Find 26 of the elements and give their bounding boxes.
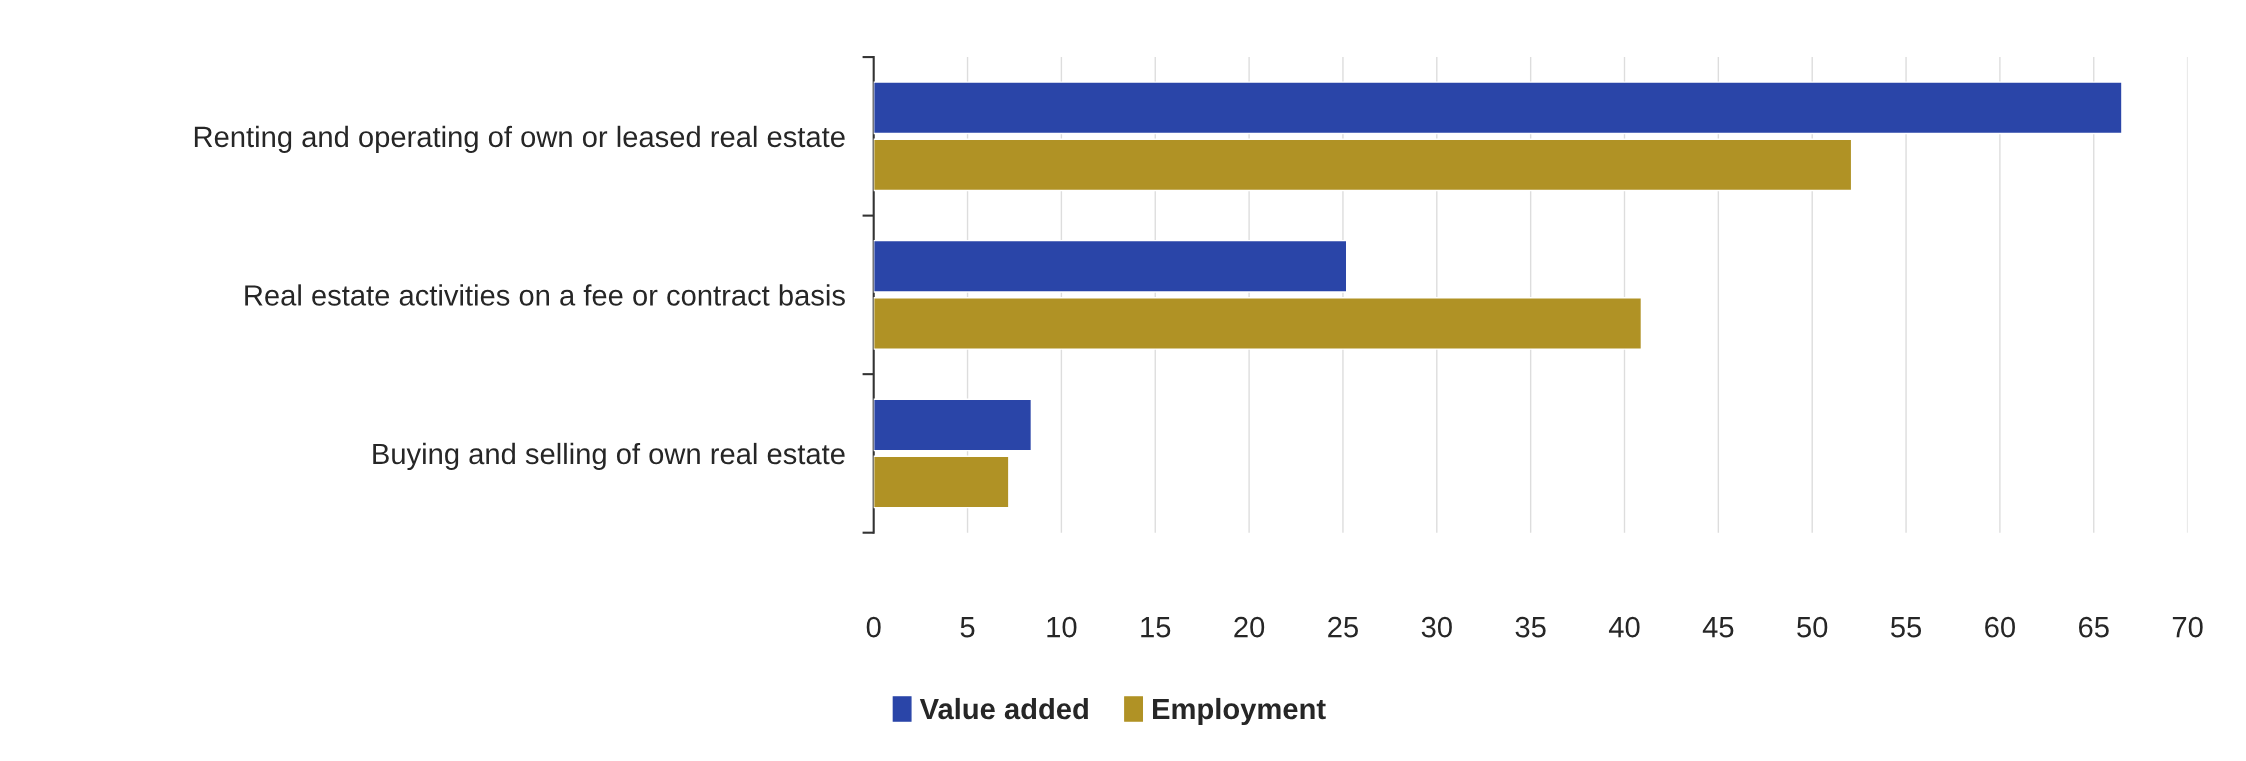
x-tick-label: 50 — [1797, 616, 1828, 638]
legend-label: Employment — [1153, 697, 1326, 726]
x-tick-label: 15 — [1141, 617, 1171, 638]
x-tick-label: 65 — [2079, 616, 2109, 638]
x-tick-label: 40 — [1608, 616, 1640, 638]
bar — [873, 398, 1033, 452]
x-tick-label: 35 — [1515, 616, 1546, 638]
bar — [873, 455, 1010, 509]
x-tick-label: 5 — [960, 617, 975, 638]
x-tick-label: 45 — [1702, 617, 1734, 638]
y-tick-label: Buying and selling of own real estate — [373, 442, 845, 471]
x-tick-label: 70 — [2172, 616, 2203, 638]
y-tick-label: Renting and operating of own or leased real estate — [194, 125, 845, 153]
x-tick-label: 20 — [1234, 616, 1265, 638]
x-tick-label: 30 — [1421, 616, 1452, 638]
legend-label: Value added — [919, 697, 1088, 720]
x-tick-label: 55 — [1891, 617, 1922, 638]
x-tick-label: 60 — [1985, 616, 2015, 638]
bar — [873, 297, 1643, 350]
bar — [873, 81, 2123, 135]
x-tick-label: 25 — [1328, 616, 1358, 638]
x-tick-label: 0 — [866, 616, 881, 638]
bar — [873, 138, 1853, 192]
x-tick-label: 10 — [1047, 616, 1077, 638]
bar — [873, 239, 1348, 293]
y-tick-label: Real estate activities on a fee or contract basis — [245, 284, 845, 306]
